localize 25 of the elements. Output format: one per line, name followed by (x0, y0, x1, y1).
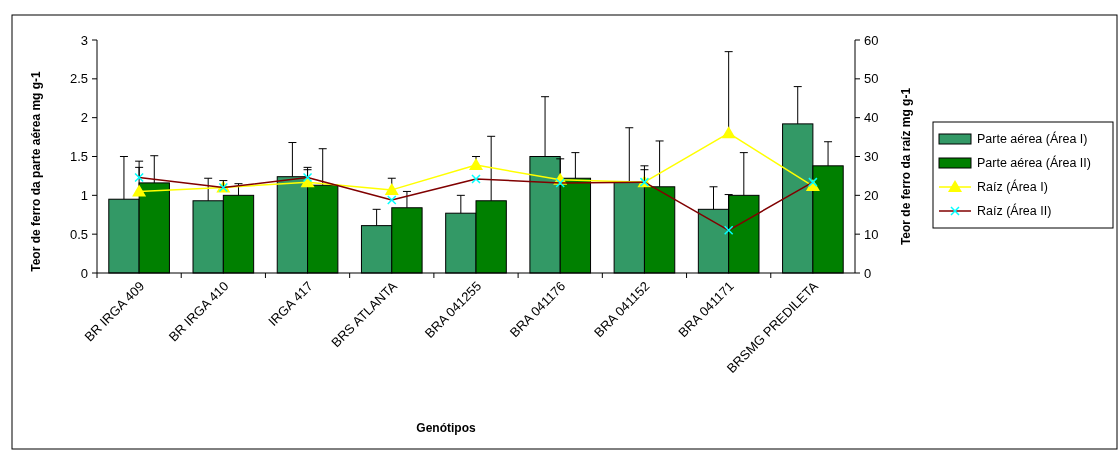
y-axis-title: Teor de ferro da parte aérea mg g-1 (29, 70, 43, 272)
y-tick-label: 0 (80, 265, 88, 281)
y2-axis-title: Teor de ferro da raíz mg g-1 (899, 87, 913, 246)
y-tick-label: 3 (80, 32, 88, 48)
y2-tick-label: 0 (864, 265, 872, 281)
y2-tick-label: 60 (864, 32, 879, 48)
point (384, 182, 399, 195)
y2-tick-label: 50 (864, 71, 879, 87)
y-tick-label: 1.5 (69, 149, 88, 165)
legend-label: Parte aérea (Área I) (977, 131, 1088, 147)
y-tick-label: 0.5 (69, 226, 88, 242)
legend-label: Parte aérea (Área II) (977, 155, 1091, 171)
point (469, 158, 483, 171)
y2-tick-label: 10 (864, 226, 879, 242)
y-tick-label: 2 (80, 110, 88, 126)
point (132, 184, 147, 197)
y-tick-label: 1 (80, 187, 88, 203)
legend-label: Raíz (Área II) (977, 203, 1052, 219)
point (721, 126, 736, 139)
y2-tick-label: 40 (864, 110, 879, 126)
y2-tick-label: 30 (864, 149, 879, 165)
x-axis-title: Genótipos (416, 421, 476, 435)
y2-tick-label: 20 (864, 187, 879, 203)
y-tick-label: 2.5 (69, 71, 88, 87)
legend-label: Raíz (Área I) (977, 179, 1048, 195)
